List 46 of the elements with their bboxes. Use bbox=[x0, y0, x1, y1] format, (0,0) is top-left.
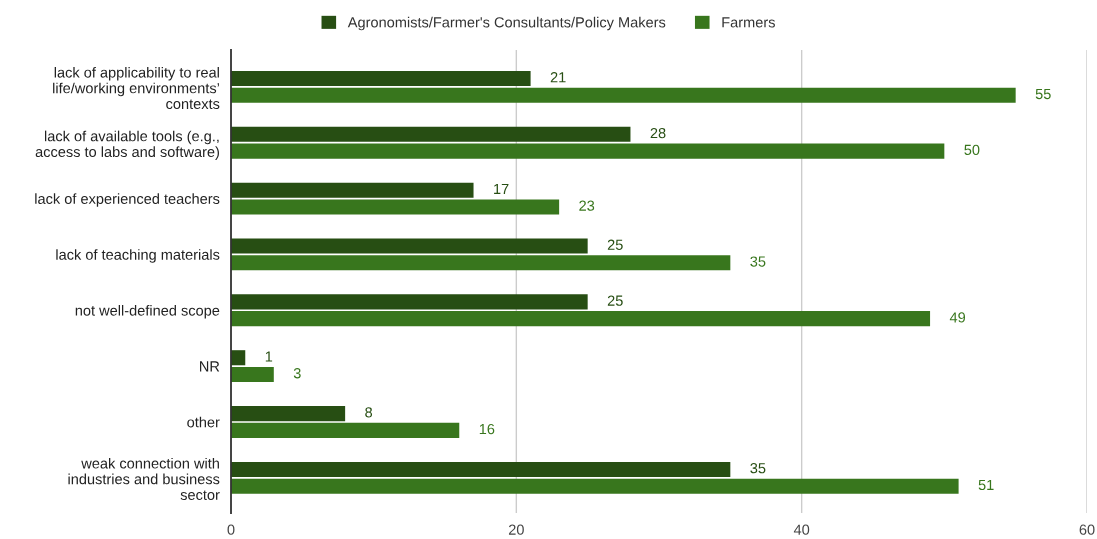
y-tick-label: NR bbox=[200, 361, 220, 372]
y-tick-label: not well-defined scope bbox=[75, 304, 220, 319]
x-tick-label: 60 bbox=[1079, 524, 1095, 535]
data-label: 25 bbox=[607, 295, 623, 306]
bar bbox=[231, 311, 931, 327]
x-tick-label: 0 bbox=[227, 524, 235, 535]
x-tick-label: 20 bbox=[508, 524, 524, 535]
bar bbox=[231, 478, 959, 494]
bar bbox=[231, 199, 560, 215]
y-tick-label: weak connection with industries and business sector bbox=[68, 457, 220, 501]
data-label: 1 bbox=[265, 351, 273, 362]
legend-label: Farmers bbox=[722, 17, 775, 28]
y-tick-label: lack of available tools (e.g., access to labs and software) bbox=[35, 130, 219, 160]
bar bbox=[231, 255, 731, 271]
bar bbox=[231, 126, 631, 142]
data-label: 16 bbox=[479, 423, 495, 435]
y-tick-label: lack of applicability to real life/working environments’ contexts bbox=[53, 66, 220, 110]
data-label: 3 bbox=[293, 368, 301, 379]
y-tick-label: lack of experienced teachers bbox=[35, 193, 220, 207]
bar bbox=[231, 294, 588, 310]
data-label: 23 bbox=[579, 200, 595, 211]
data-label: 35 bbox=[750, 463, 766, 474]
data-label: 25 bbox=[607, 239, 623, 250]
bar bbox=[231, 422, 460, 438]
y-tick-label: other bbox=[187, 416, 220, 428]
x-tick-label: 40 bbox=[793, 524, 810, 535]
data-label: 35 bbox=[750, 256, 766, 267]
data-label: 17 bbox=[494, 183, 509, 194]
bar bbox=[231, 87, 1016, 103]
bar bbox=[231, 406, 346, 422]
bar bbox=[231, 366, 274, 383]
data-label: 50 bbox=[964, 144, 980, 155]
bar bbox=[231, 461, 731, 477]
data-label: 21 bbox=[550, 72, 566, 83]
legend-label: Agronomists/Farmer's Consultants/Policy Makers bbox=[347, 16, 666, 31]
data-label: 51 bbox=[978, 479, 994, 491]
y-tick-label: lack of teaching materials bbox=[56, 249, 220, 263]
bar bbox=[231, 143, 945, 159]
data-label: 28 bbox=[650, 127, 666, 139]
data-label: 55 bbox=[1035, 88, 1051, 100]
data-label: 8 bbox=[365, 407, 373, 418]
bar bbox=[231, 182, 474, 198]
bar bbox=[231, 70, 531, 87]
bar bbox=[231, 350, 246, 366]
bar bbox=[231, 238, 588, 254]
data-label: 49 bbox=[949, 312, 966, 323]
